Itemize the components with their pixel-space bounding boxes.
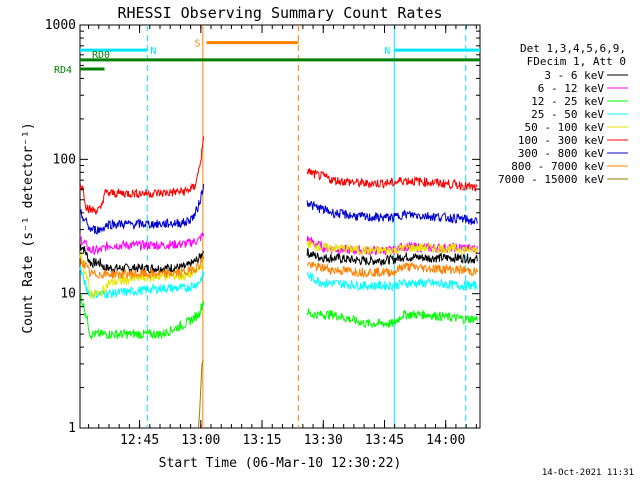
series-line-300-800-kev-1 [306, 200, 478, 225]
flag-label-rd4-4: RD4 [54, 65, 72, 76]
series-line-100-300-kev-0 [79, 136, 205, 215]
x-tick-label-2: 13:15 [242, 433, 281, 448]
plot-area: N N S RD0 RD4 1 10 100 1000 12:45 13:00 13:15 13:30 1… [45, 18, 481, 448]
legend-label-5: 100 - 300 keV [518, 134, 604, 147]
y-tick-label-3: 1000 [45, 18, 76, 33]
x-axis-label: Start Time (06-Mar-10 12:30:22) [159, 456, 402, 471]
series-line-300-800-kev-0 [79, 183, 205, 236]
chart-title: RHESSI Observing Summary Count Rates [117, 4, 442, 22]
series-line-100-300-kev-1 [306, 168, 478, 192]
legend-label-0: 3 - 6 keV [544, 69, 604, 82]
flag-label-rd0-3: RD0 [92, 50, 110, 61]
x-tick-label-1: 13:00 [181, 433, 220, 448]
series-line-12-25-kev-0 [79, 292, 205, 341]
plot-frame [79, 24, 481, 429]
legend-label-4: 50 - 100 keV [525, 121, 605, 134]
legend-header-line-1: Det 1,3,4,5,6,9, [520, 42, 626, 55]
y-tick-label-2: 100 [53, 152, 76, 167]
timestamp: 14-Oct-2021 11:31 [542, 468, 634, 478]
legend-label-1: 6 - 12 keV [538, 82, 605, 95]
series-line-50-100-kev-1 [306, 239, 478, 257]
y-tick-label-0: 1 [68, 421, 76, 436]
x-tick-label-4: 13:45 [365, 433, 404, 448]
series-line-7000-15000-kev-0 [197, 359, 204, 429]
y-axis-label: Count Rate (s⁻¹ detector⁻¹) [21, 122, 36, 333]
legend-header-line-2: FDecim 1, Att 0 [527, 55, 626, 68]
series-line-12-25-kev-1 [306, 308, 478, 329]
x-tick-label-3: 13:30 [304, 433, 343, 448]
series-line-3-6-kev-0 [79, 244, 205, 275]
y-tick-label-1: 10 [60, 287, 76, 302]
flag-label-n-0: N [150, 46, 156, 57]
series-line-800-7000-kev-1 [306, 261, 478, 279]
legend-label-3: 25 - 50 keV [531, 108, 604, 121]
legend-label-8: 7000 - 15000 keV [498, 173, 604, 186]
x-tick-label-0: 12:45 [120, 433, 159, 448]
x-tick-label-5: 14:00 [426, 433, 465, 448]
flag-label-s-2: S [195, 39, 201, 50]
series-line-3-6-kev-1 [306, 247, 478, 267]
series-line-6-12-kev-0 [79, 232, 205, 256]
series-line-25-50-kev-1 [306, 271, 478, 293]
legend-label-2: 12 - 25 keV [531, 95, 604, 108]
flag-label-n-1: N [384, 46, 390, 57]
legend-label-7: 800 - 7000 keV [511, 160, 604, 173]
series-line-800-7000-kev-0 [79, 253, 205, 280]
legend-label-6: 300 - 800 keV [518, 147, 604, 160]
